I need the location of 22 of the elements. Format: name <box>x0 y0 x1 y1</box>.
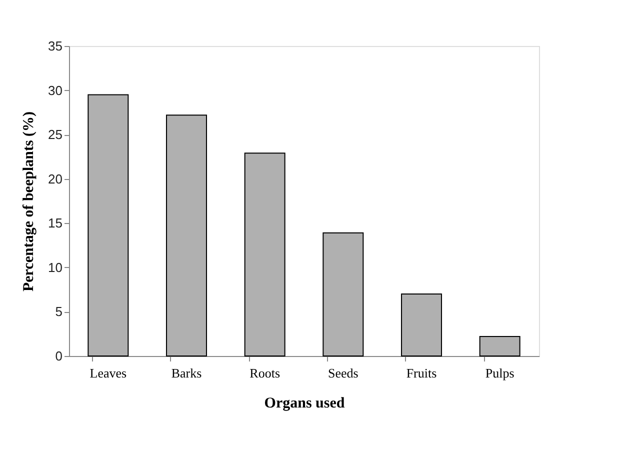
y-tick-label: 35 <box>48 38 62 54</box>
x-tick-label: Barks <box>171 366 202 380</box>
x-tick-label: Leaves <box>90 366 127 380</box>
y-tick-label: 15 <box>48 216 62 231</box>
x-tick-label: Fruits <box>406 366 437 380</box>
bar <box>479 336 520 356</box>
y-tick-label: 30 <box>48 82 62 98</box>
y-tick-label: 0 <box>55 348 62 364</box>
y-tick-label: 20 <box>48 171 62 186</box>
x-tick-label: Pulps <box>485 366 514 380</box>
y-tick-label: 10 <box>48 260 62 275</box>
y-tick-label: 25 <box>48 127 62 142</box>
bar <box>166 114 207 356</box>
x-axis-title: Organs used <box>264 396 346 412</box>
x-tick-label: Roots <box>250 366 280 380</box>
bar <box>401 294 442 356</box>
bar <box>244 152 286 356</box>
y-tick-label: 5 <box>55 304 62 320</box>
y-axis-title: Percentage of beeplants (%) <box>21 111 38 292</box>
bar <box>322 232 364 356</box>
bar <box>88 94 129 356</box>
x-tick-label: Seeds <box>328 366 358 380</box>
